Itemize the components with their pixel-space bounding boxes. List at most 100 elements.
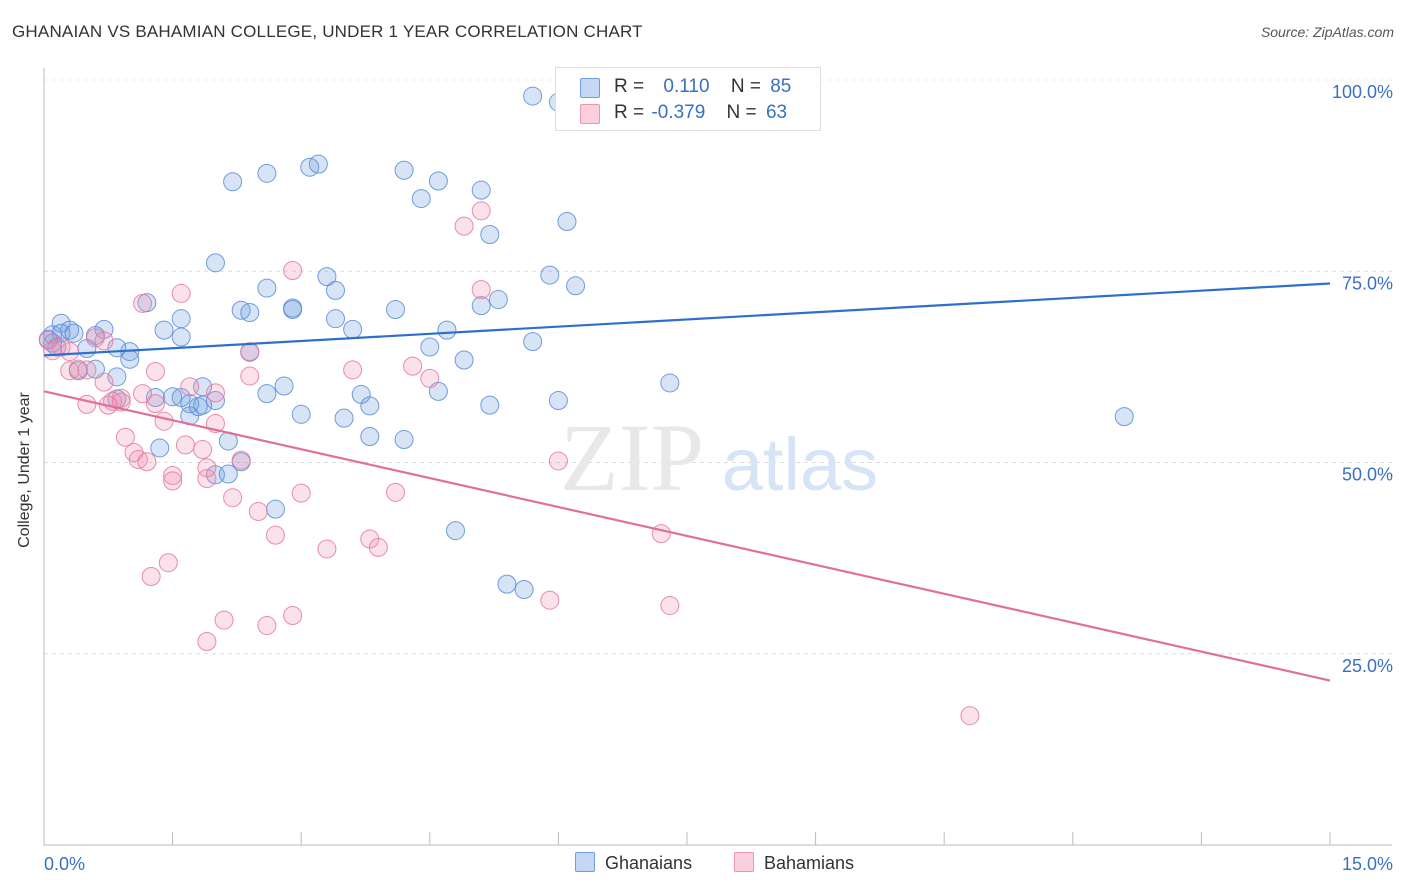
source-label: Source: ZipAtlas.com bbox=[1260, 24, 1394, 40]
point-ghanaians-54 bbox=[660, 373, 680, 393]
point-ghanaians-36 bbox=[171, 327, 191, 347]
stats-legend: R = 0.110 N = 85 R = -0.379 N = 63 bbox=[555, 67, 821, 131]
point-ghanaians-82 bbox=[64, 323, 84, 343]
point-bahamians-12 bbox=[240, 342, 260, 362]
trend-line-bahamians bbox=[43, 390, 1331, 682]
point-ghanaians-0 bbox=[523, 86, 543, 106]
point-bahamians-19 bbox=[240, 366, 260, 386]
point-ghanaians-3 bbox=[257, 163, 277, 183]
point-bahamians-41 bbox=[163, 471, 183, 491]
point-bahamians-45 bbox=[223, 488, 243, 508]
point-ghanaians-5 bbox=[308, 154, 328, 174]
point-bahamians-0 bbox=[471, 201, 491, 221]
point-ghanaians-8 bbox=[411, 189, 431, 209]
point-ghanaians-70 bbox=[1114, 407, 1134, 427]
watermark: ZIP atlas bbox=[560, 404, 878, 511]
point-bahamians-17 bbox=[343, 360, 363, 380]
point-bahamians-39 bbox=[197, 458, 217, 478]
point-bahamians-11 bbox=[43, 341, 63, 361]
point-bahamians-26 bbox=[111, 392, 131, 412]
point-bahamians-62 bbox=[133, 384, 153, 404]
point-ghanaians-9 bbox=[471, 180, 491, 200]
point-bahamians-27 bbox=[77, 394, 97, 414]
point-bahamians-1 bbox=[454, 216, 474, 236]
point-bahamians-37 bbox=[231, 450, 251, 470]
point-bahamians-42 bbox=[197, 469, 217, 489]
legend-swatch-bahamians bbox=[580, 104, 600, 124]
point-bahamians-49 bbox=[317, 539, 337, 559]
legend-r-label: R = bbox=[614, 76, 645, 97]
bottom-legend-label-bahamians: Bahamians bbox=[764, 853, 855, 873]
bottom-legend-bahamians[interactable]: Bahamians bbox=[734, 852, 854, 874]
point-ghanaians-32 bbox=[437, 320, 457, 340]
point-ghanaians-24 bbox=[386, 300, 406, 319]
point-ghanaians-15 bbox=[257, 278, 277, 298]
point-ghanaians-2 bbox=[223, 172, 243, 192]
point-bahamians-10 bbox=[94, 331, 114, 351]
point-ghanaians-69 bbox=[334, 408, 354, 428]
point-bahamians-53 bbox=[141, 566, 161, 586]
legend-r-label: R = bbox=[614, 102, 645, 123]
point-ghanaians-30 bbox=[154, 320, 174, 340]
point-bahamians-38 bbox=[548, 451, 568, 471]
point-ghanaians-55 bbox=[257, 384, 277, 404]
point-ghanaians-44 bbox=[420, 337, 440, 357]
point-ghanaians-61 bbox=[548, 391, 568, 411]
point-ghanaians-14 bbox=[540, 265, 560, 285]
point-ghanaians-71 bbox=[360, 426, 380, 446]
point-ghanaians-77 bbox=[218, 464, 238, 484]
point-bahamians-29 bbox=[154, 411, 174, 431]
point-ghanaians-45 bbox=[523, 332, 543, 352]
point-bahamians-33 bbox=[193, 439, 213, 459]
point-ghanaians-78 bbox=[265, 499, 285, 519]
grid-lines bbox=[44, 79, 1392, 655]
point-bahamians-44 bbox=[386, 482, 406, 502]
bottom-legend-ghanaians[interactable]: Ghanaians bbox=[575, 852, 692, 874]
point-ghanaians-81 bbox=[514, 579, 534, 599]
point-ghanaians-57 bbox=[145, 387, 165, 407]
trend-lines bbox=[43, 282, 1331, 682]
legend-r-value: 0.110 bbox=[663, 76, 710, 97]
point-ghanaians-16 bbox=[325, 280, 345, 300]
point-ghanaians-80 bbox=[497, 574, 517, 594]
y-axis-label: College, Under 1 year bbox=[16, 392, 33, 548]
point-bahamians-59 bbox=[197, 632, 217, 652]
y-tick-label-25: 25.0% bbox=[1342, 656, 1393, 676]
point-bahamians-16 bbox=[403, 356, 423, 376]
point-bahamians-4 bbox=[171, 283, 191, 303]
x-tick-label-min: 0.0% bbox=[44, 854, 85, 874]
legend-n-value: 63 bbox=[765, 102, 788, 123]
bottom-legend-swatch-ghanaians bbox=[575, 852, 595, 872]
trend-line-ghanaians bbox=[43, 282, 1331, 357]
chart-title: GHANAIAN VS BAHAMIAN COLLEGE, UNDER 1 YE… bbox=[12, 22, 643, 41]
point-bahamians-40 bbox=[163, 466, 183, 486]
point-bahamians-57 bbox=[214, 610, 234, 630]
point-bahamians-60 bbox=[960, 706, 980, 726]
x-tick-label-max: 15.0% bbox=[1342, 854, 1393, 874]
point-ghanaians-50 bbox=[107, 367, 127, 387]
legend-swatch-ghanaians bbox=[580, 78, 600, 98]
point-bahamians-51 bbox=[651, 524, 671, 544]
bottom-legend-label-ghanaians: Ghanaians bbox=[605, 853, 693, 873]
point-bahamians-31 bbox=[115, 427, 135, 447]
point-bahamians-52 bbox=[158, 553, 178, 573]
legend-r-value: -0.379 bbox=[651, 102, 706, 123]
legend-n-value: 85 bbox=[770, 76, 792, 97]
point-bahamians-46 bbox=[248, 501, 268, 521]
legend-n-label: N = bbox=[730, 76, 761, 97]
point-ghanaians-72 bbox=[394, 430, 414, 450]
point-ghanaians-62 bbox=[205, 391, 225, 411]
point-bahamians-15 bbox=[68, 359, 88, 379]
point-ghanaians-25 bbox=[171, 309, 191, 329]
point-bahamians-47 bbox=[265, 525, 285, 545]
legend-n-label: N = bbox=[726, 102, 757, 123]
point-bahamians-28 bbox=[145, 394, 165, 414]
point-ghanaians-7 bbox=[428, 171, 448, 191]
point-ghanaians-84 bbox=[283, 300, 303, 319]
point-ghanaians-10 bbox=[557, 212, 577, 232]
y-tick-label-75: 75.0% bbox=[1342, 273, 1393, 293]
point-ghanaians-17 bbox=[566, 276, 586, 296]
point-ghanaians-12 bbox=[205, 253, 225, 273]
watermark-atlas: atlas bbox=[722, 423, 878, 506]
point-ghanaians-66 bbox=[360, 396, 380, 416]
